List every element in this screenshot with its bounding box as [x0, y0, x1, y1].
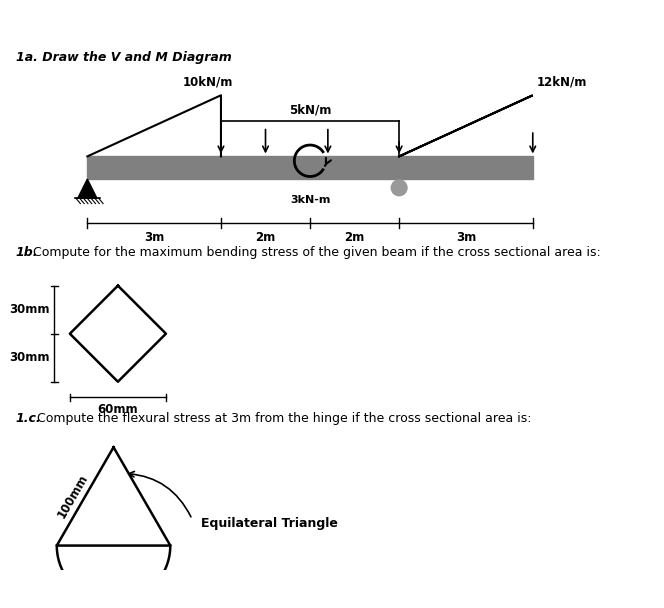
Text: 5kN/m: 5kN/m	[289, 103, 331, 116]
Text: 12kN/m: 12kN/m	[537, 75, 588, 88]
Text: 1.c.: 1.c.	[16, 412, 41, 426]
Text: 1a. Draw the V and M Diagram: 1a. Draw the V and M Diagram	[16, 50, 232, 64]
Text: Compute for the maximum bending stress of the given beam if the cross sectional : Compute for the maximum bending stress o…	[33, 246, 601, 260]
Circle shape	[391, 180, 407, 196]
Text: 3m: 3m	[456, 230, 476, 244]
Polygon shape	[78, 179, 97, 198]
Text: 3m: 3m	[144, 230, 164, 244]
Text: Equilateral Triangle: Equilateral Triangle	[201, 517, 338, 530]
Text: 30mm: 30mm	[9, 303, 50, 316]
Bar	[88, 156, 533, 179]
Text: 3kN-m: 3kN-m	[290, 195, 330, 205]
Text: Compute the flexural stress at 3m from the hinge if the cross sectional area is:: Compute the flexural stress at 3m from t…	[37, 412, 531, 426]
Text: 1b.: 1b.	[16, 246, 39, 260]
Text: 30mm: 30mm	[9, 351, 50, 364]
Text: 100mm: 100mm	[55, 472, 91, 520]
Text: 60mm: 60mm	[98, 402, 138, 416]
Text: 2m: 2m	[256, 230, 276, 244]
Text: 10kN/m: 10kN/m	[183, 75, 233, 88]
Text: 2m: 2m	[345, 230, 365, 244]
